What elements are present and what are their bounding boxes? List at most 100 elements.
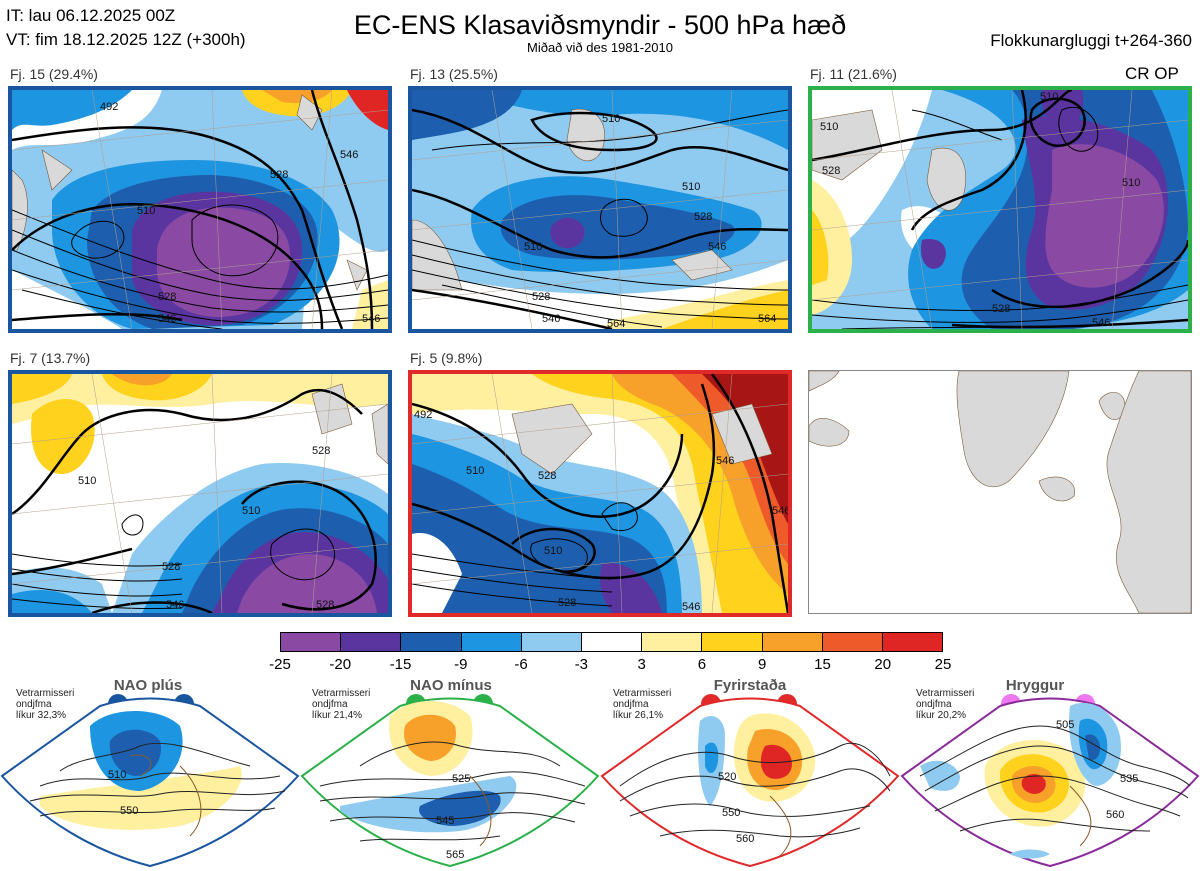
colorbar-tick-label: 15 <box>814 656 831 673</box>
contour-label: 550 <box>722 807 740 819</box>
contour-label: 546 <box>682 601 700 613</box>
cluster-3-label: Fj. 11 (21.6%) <box>810 66 897 82</box>
colorbar-tick-label: -20 <box>329 656 352 673</box>
colorbar-tick-label: 25 <box>934 656 952 673</box>
contour-label: 528 <box>312 445 330 457</box>
contour-label: 528 <box>992 303 1010 315</box>
regime-name: Fyrirstaða <box>713 677 787 694</box>
contour-label: 546 <box>716 455 734 467</box>
cluster-4-label: Fj. 7 (13.7%) <box>10 350 91 366</box>
contour-label: 560 <box>736 833 754 845</box>
regime-note: Vetrarmisseri ondjfma líkur 26,1% <box>613 688 672 721</box>
colorbar-segment <box>461 633 522 651</box>
contour-label: 528 <box>158 291 176 303</box>
contour-label: 510 <box>108 769 126 781</box>
contour-label: 520 <box>718 771 736 783</box>
classification-window: Flokkunargluggi t+264-360 <box>990 31 1192 50</box>
contour-label: 546 <box>542 313 560 325</box>
contour-label: 510 <box>602 113 620 125</box>
contour-label: 492 <box>414 409 432 421</box>
colorbar-tick-label: 3 <box>637 656 646 673</box>
cluster-2-label: Fj. 13 (25.5%) <box>410 66 498 82</box>
contour-label: 546 <box>772 505 788 517</box>
contour-label: 528 <box>538 470 556 482</box>
colorbar-tick-label: 20 <box>874 656 892 673</box>
regime-nao-plus: Vetrarmisseri ondjfma líkur 32,3% NAO pl… <box>0 676 300 871</box>
cluster-map-2: 510 510 510 528 546 528 546 564 564 <box>408 86 792 333</box>
regime-nao-minus: Vetrarmisseri ondjfma líkur 21,4% NAO mí… <box>300 676 600 871</box>
operational-run-tag: CR OP <box>1125 64 1179 83</box>
page-title: EC-ENS Klasaviðsmyndir - 500 hPa hæð <box>353 10 847 40</box>
contour-label: 546 <box>158 313 176 325</box>
contour-label: 510 <box>466 465 484 477</box>
contour-label: 510 <box>78 475 96 487</box>
regime-note: Vetrarmisseri ondjfma líkur 20,2% <box>916 688 975 721</box>
contour-label: 525 <box>452 773 470 785</box>
colorbar-tick-label: -9 <box>454 656 468 673</box>
cluster-map-5: 492 510 528 546 510 528 546 546 <box>408 370 792 617</box>
colorbar-segment <box>581 633 643 651</box>
regime-note: Vetrarmisseri ondjfma líkur 32,3% <box>16 688 75 721</box>
contour-label: 550 <box>120 805 138 817</box>
regime-note: Vetrarmisseri ondjfma líkur 21,4% <box>312 688 371 721</box>
contour-label: 510 <box>682 181 700 193</box>
contour-label: 510 <box>1122 177 1140 189</box>
empty-map-panel <box>808 370 1192 614</box>
contour-label: 546 <box>362 313 380 325</box>
contour-label: 528 <box>822 165 840 177</box>
contour-label: 505 <box>1056 719 1074 731</box>
cluster-map-1: 492 510 528 546 528 546 546 <box>8 86 392 333</box>
contour-label: 528 <box>558 597 576 609</box>
colorbar-tick-label: -15 <box>389 656 412 673</box>
contour-label: 546 <box>340 149 358 161</box>
contour-label: 545 <box>436 815 454 827</box>
contour-label: 510 <box>820 121 838 133</box>
colorbar-segment <box>521 633 582 651</box>
contour-label: 535 <box>1120 773 1138 785</box>
contour-label: 528 <box>270 169 288 181</box>
contour-label: 528 <box>316 599 334 611</box>
contour-label: 564 <box>758 313 776 325</box>
contour-label: 560 <box>1106 809 1124 821</box>
init-time: IT: lau 06.12.2025 00Z <box>6 6 176 25</box>
page-subtitle: Miðað við des 1981-2010 <box>527 40 673 55</box>
colorbar-tick-label: -6 <box>514 656 528 673</box>
regime-name: NAO plús <box>113 677 183 694</box>
colorbar-tick-label: 6 <box>697 656 707 673</box>
contour-label: 528 <box>532 291 550 303</box>
colorbar-tick-label: -25 <box>269 656 291 673</box>
contour-label: 510 <box>544 545 562 557</box>
contour-label: 510 <box>242 505 260 517</box>
contour-label: 528 <box>162 561 180 573</box>
colorbar-segment <box>281 633 342 651</box>
contour-label: 492 <box>100 101 118 113</box>
regime-ridge: Vetrarmisseri ondjfma líkur 20,2% Hryggu… <box>900 676 1200 871</box>
contour-label: 546 <box>1092 317 1110 329</box>
cluster-map-4: 510 528 510 528 546 528 <box>8 370 392 617</box>
cluster-5-label: Fj. 5 (9.8%) <box>410 350 483 366</box>
contour-label: 528 <box>694 211 712 223</box>
colorbar-tick-label: 9 <box>758 656 767 673</box>
regime-name: Hryggur <box>1005 677 1065 694</box>
colorbar <box>280 632 943 652</box>
regime-blocking: Vetrarmisseri ondjfma líkur 26,1% Fyrirs… <box>600 676 900 871</box>
contour-label: 564 <box>607 318 625 329</box>
colorbar-segment <box>702 633 763 651</box>
contour-label: 510 <box>137 205 155 217</box>
colorbar-tick-label: -3 <box>574 656 589 673</box>
contour-label: 510 <box>1040 91 1058 103</box>
contour-label: 546 <box>708 241 726 253</box>
colorbar-segment <box>762 633 823 651</box>
colorbar-segment <box>401 633 462 651</box>
colorbar-segment <box>882 633 943 651</box>
contour-label: 546 <box>166 599 184 611</box>
regime-name: NAO mínus <box>410 677 492 694</box>
cluster-map-3: 510 510 528 510 528 546 <box>808 86 1192 333</box>
cluster-1-label: Fj. 15 (29.4%) <box>10 66 98 82</box>
colorbar-segment <box>642 633 703 651</box>
colorbar-segment <box>341 633 402 651</box>
valid-time: VT: fim 18.12.2025 12Z (+300h) <box>6 30 246 49</box>
contour-label: 565 <box>446 849 464 861</box>
contour-label: 510 <box>524 241 542 253</box>
colorbar-segment <box>822 633 883 651</box>
